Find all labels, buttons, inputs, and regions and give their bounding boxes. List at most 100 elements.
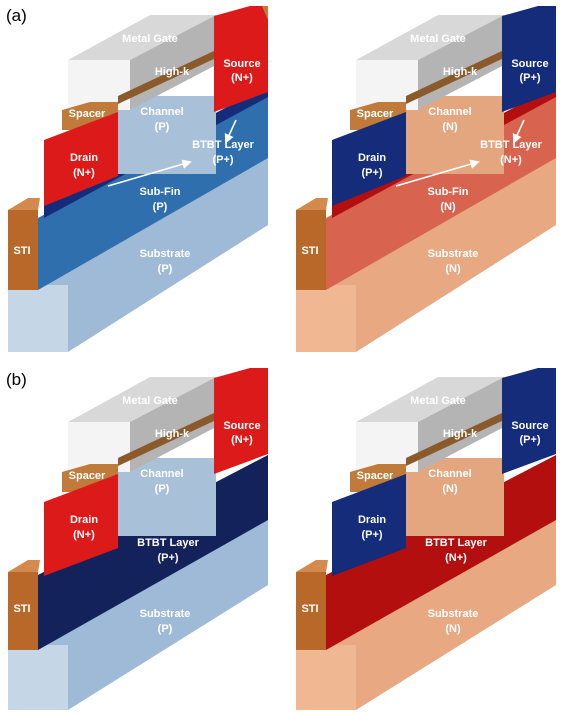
label-subfin: Sub-Fin (428, 186, 469, 198)
panel-label-a: (a) (6, 6, 27, 25)
label-channel-type: (N) (442, 121, 458, 133)
label-source-type: (N+) (231, 72, 253, 84)
panel-label-b: (b) (6, 370, 27, 389)
channel-face (406, 96, 504, 174)
high-k-layer (406, 412, 504, 466)
label-channel: Channel (140, 106, 183, 118)
label-sti: STI (301, 245, 318, 257)
label-spacer: Spacer (69, 108, 106, 120)
label-substrate: Substrate (140, 248, 191, 260)
arrow-source-to-btbt (512, 119, 525, 144)
label-btbt: BTBT Layer (425, 537, 487, 549)
label-drain-type: (P+) (361, 167, 382, 179)
source-region (214, 6, 268, 112)
source-region (502, 6, 556, 112)
label-drain: Drain (70, 152, 98, 164)
label-channel: Channel (140, 468, 183, 480)
source-region (502, 368, 556, 474)
label-sti: STI (13, 245, 30, 257)
device-b-right: Metal Gate High-k Source (P+) Spacer Cha… (296, 368, 556, 710)
drain-region (44, 474, 118, 576)
label-substrate: Substrate (428, 608, 479, 620)
metal-gate-top (68, 377, 216, 422)
substrate-side (296, 285, 356, 352)
label-spacer: Spacer (69, 470, 106, 482)
label-drain: Drain (70, 514, 98, 526)
label-substrate-type: (N) (445, 263, 461, 275)
label-source: Source (511, 58, 548, 70)
label-drain: Drain (358, 514, 386, 526)
label-substrate: Substrate (140, 608, 191, 620)
metal-gate-front (356, 422, 418, 472)
sti-block (296, 560, 326, 650)
label-substrate-type: (N) (445, 623, 461, 635)
label-subfin-type: (N) (440, 201, 456, 213)
high-k-layer (406, 50, 504, 104)
substrate-block (296, 515, 556, 710)
channel-face (406, 458, 504, 536)
source-region (214, 368, 268, 474)
label-btbt-type: (N+) (445, 552, 467, 564)
label-high-k: High-k (443, 428, 478, 440)
label-metal-gate: Metal Gate (410, 33, 466, 45)
substrate-block (296, 155, 556, 352)
label-btbt-type: (P+) (212, 154, 233, 166)
substrate-side (296, 645, 356, 710)
label-subfin-type: (P) (153, 201, 168, 213)
sti-top (8, 198, 40, 210)
label-btbt: BTBT Layer (192, 139, 254, 151)
device-a-left: Metal Gate High-k Source (N+) Spacer Cha… (8, 6, 268, 352)
label-channel: Channel (428, 106, 471, 118)
label-source-type: (P+) (519, 434, 540, 446)
label-metal-gate: Metal Gate (122, 33, 178, 45)
arrow-drain-to-btbt (395, 159, 480, 187)
label-source-type: (N+) (231, 434, 253, 446)
drain-region (44, 112, 118, 206)
device-b-left: Metal Gate High-k Source (N+) Spacer Cha… (8, 368, 268, 710)
source-spacer (250, 6, 268, 20)
high-k-layer (118, 412, 216, 466)
sti-top (296, 560, 328, 572)
label-btbt-type: (N+) (500, 154, 522, 166)
label-sti: STI (13, 603, 30, 615)
label-high-k: High-k (155, 66, 190, 78)
label-btbt: BTBT Layer (137, 537, 199, 549)
label-source: Source (511, 420, 548, 432)
metal-gate-front (68, 60, 130, 110)
label-channel-type: (P) (155, 483, 170, 495)
label-metal-gate: Metal Gate (122, 395, 178, 407)
label-btbt-type: (P+) (157, 552, 178, 564)
label-btbt: BTBT Layer (480, 139, 542, 151)
drain-region (332, 474, 406, 576)
sti-top (296, 198, 328, 210)
label-spacer: Spacer (357, 470, 394, 482)
high-k-layer (118, 50, 216, 104)
label-channel-type: (N) (442, 483, 458, 495)
label-drain-type: (N+) (73, 529, 95, 541)
label-substrate-type: (P) (158, 623, 173, 635)
label-drain-type: (P+) (361, 529, 382, 541)
label-channel-type: (P) (155, 121, 170, 133)
label-drain: Drain (358, 152, 386, 164)
label-substrate-type: (P) (158, 263, 173, 275)
metal-gate-front (68, 422, 130, 472)
label-substrate: Substrate (428, 248, 479, 260)
arrow-drain-to-btbt (107, 159, 192, 187)
label-subfin: Sub-Fin (140, 186, 181, 198)
metal-gate-top (68, 15, 216, 60)
label-channel: Channel (428, 468, 471, 480)
substrate-block (8, 515, 268, 710)
arrow-source-to-btbt (224, 119, 237, 144)
channel-face (118, 96, 216, 174)
substrate-side (8, 285, 68, 352)
metal-gate-front (356, 60, 418, 110)
sti-block (8, 560, 38, 650)
drain-region (332, 112, 406, 206)
label-metal-gate: Metal Gate (410, 395, 466, 407)
label-high-k: High-k (155, 428, 190, 440)
label-source-type: (P+) (519, 72, 540, 84)
substrate-block (8, 155, 268, 352)
sti-top (8, 560, 40, 572)
channel-face (118, 458, 216, 536)
